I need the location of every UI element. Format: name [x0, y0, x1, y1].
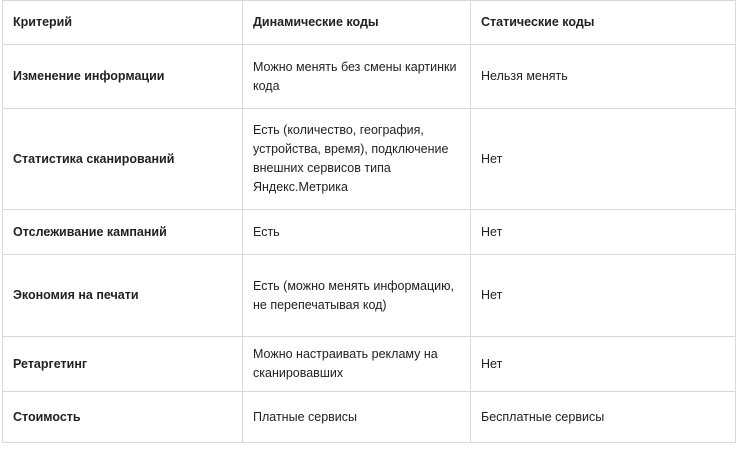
table-cell: Есть (можно менять информацию, не перепе… — [242, 254, 471, 337]
header-row: Критерий Динамические коды Статические код… — [2, 0, 736, 45]
table-header: Критерий Динамические коды Статические код… — [2, 0, 736, 45]
table-cell: Бесплатные сервисы — [470, 391, 736, 443]
table-cell: Платные сервисы — [242, 391, 471, 443]
table-cell: Нельзя менять — [470, 44, 736, 109]
table-row: Статистика сканирований Есть (количество,… — [2, 108, 736, 210]
table-cell: Есть — [242, 209, 471, 255]
criterion-cell: Статистика сканирований — [2, 108, 243, 210]
table-body: Изменение информации Можно менять без сме… — [2, 44, 736, 443]
table-cell: Есть (количество, география, устройства,… — [242, 108, 471, 210]
criterion-cell: Изменение информации — [2, 44, 243, 109]
table-row: Экономия на печати Есть (можно менять инф… — [2, 254, 736, 337]
table-row: Стоимость Платные сервисы Бесплатные серви… — [2, 391, 736, 443]
table-cell: Можно настраивать рекламу на сканировавш… — [242, 336, 471, 392]
criterion-cell: Стоимость — [2, 391, 243, 443]
table-cell: Нет — [470, 108, 736, 210]
table-cell: Нет — [470, 254, 736, 337]
header-cell: Статические коды — [470, 0, 736, 45]
table-cell: Нет — [470, 209, 736, 255]
criterion-cell: Ретаргетинг — [2, 336, 243, 392]
header-cell: Динамические коды — [242, 0, 471, 45]
table-row: Ретаргетинг Можно настраивать рекламу на … — [2, 336, 736, 392]
criterion-cell: Отслеживание кампаний — [2, 209, 243, 255]
comparison-table: Критерий Динамические коды Статические код… — [2, 0, 736, 443]
table-cell: Нет — [470, 336, 736, 392]
criterion-cell: Экономия на печати — [2, 254, 243, 337]
header-cell: Критерий — [2, 0, 243, 45]
table-row: Изменение информации Можно менять без сме… — [2, 44, 736, 109]
table-cell: Можно менять без смены картинки кода — [242, 44, 471, 109]
table-row: Отслеживание кампаний Есть Нет — [2, 209, 736, 255]
